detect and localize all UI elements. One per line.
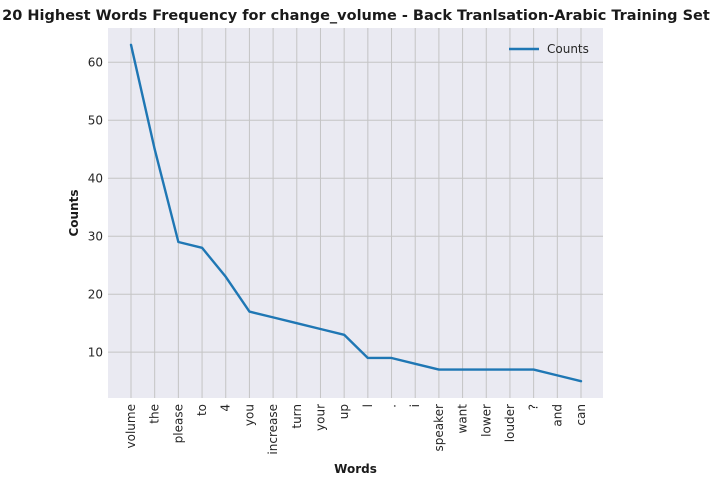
x-tick-labels: volume the please to 4 you increase turn your up l…: [124, 404, 588, 455]
x-tick-label: ?: [527, 404, 541, 410]
x-tick-label: and: [550, 404, 564, 427]
x-tick-label: want: [456, 404, 470, 434]
x-tick-label: louder: [503, 404, 517, 442]
x-tick-label: increase: [266, 404, 280, 455]
legend-label-counts: Counts: [547, 42, 589, 56]
x-tick-label: your: [313, 404, 327, 431]
x-tick-label: lower: [479, 404, 493, 437]
legend: Counts: [509, 42, 589, 56]
x-tick-label: .: [385, 404, 399, 408]
x-tick-label: the: [148, 404, 162, 424]
grid-lines: [108, 28, 603, 398]
y-axis-label: Counts: [67, 189, 81, 236]
plot-area: [108, 28, 603, 398]
y-tick-label: 30: [88, 230, 103, 244]
x-tick-label: to: [195, 404, 209, 416]
y-tick-labels: 10 20 30 40 50 60: [88, 56, 103, 360]
x-tick-label: up: [337, 404, 351, 419]
chart-title: 20 Highest Words Frequency for change_vo…: [2, 8, 710, 24]
y-tick-label: 50: [88, 114, 103, 128]
x-tick-label: can: [574, 404, 588, 426]
x-tick-label: turn: [290, 404, 304, 429]
x-tick-label: i: [408, 404, 422, 407]
x-tick-label: speaker: [432, 404, 446, 452]
x-tick-label: 4: [219, 404, 233, 412]
series-line-counts: [129, 43, 583, 383]
y-tick-label: 40: [88, 172, 103, 186]
y-tick-label: 60: [88, 56, 103, 70]
x-axis-label: Words: [334, 462, 377, 476]
y-tick-label: 10: [88, 346, 103, 360]
y-tick-label: 20: [88, 288, 103, 302]
x-tick-label: please: [171, 404, 185, 443]
x-tick-label: you: [242, 404, 256, 426]
x-tick-label: l: [361, 404, 375, 407]
x-tick-label: volume: [124, 404, 138, 448]
